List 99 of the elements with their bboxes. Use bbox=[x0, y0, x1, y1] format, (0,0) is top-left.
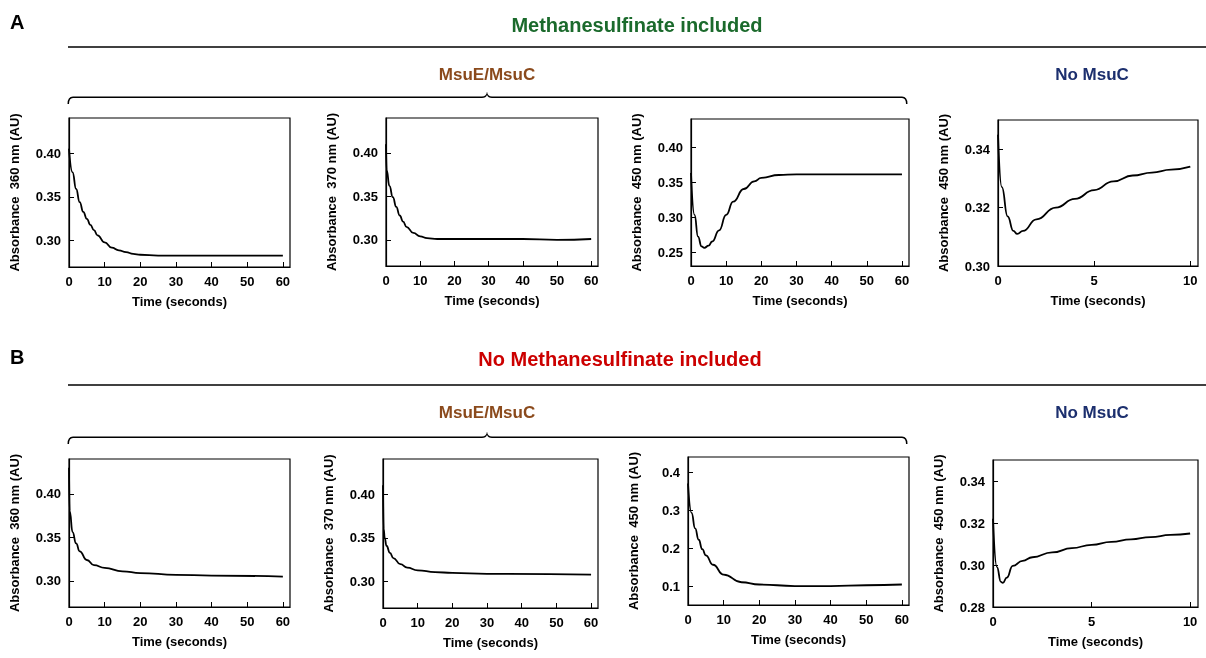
x-tick-label: 40 bbox=[515, 273, 531, 288]
y-tick-label: 0.35 bbox=[35, 529, 61, 545]
y-axis-title: Absorbance 370 nm (AU) bbox=[321, 454, 336, 613]
x-tick-label: 40 bbox=[823, 612, 838, 627]
y-tick-label: 0.40 bbox=[657, 139, 683, 155]
text: No MsuC bbox=[1055, 65, 1129, 85]
x-tick-label: 0 bbox=[687, 273, 695, 288]
x-axis-title: Time (seconds) bbox=[750, 632, 847, 647]
x-tick-label: 20 bbox=[133, 274, 148, 289]
x-tick-label: 60 bbox=[275, 614, 291, 629]
y-tick-label: 0.28 bbox=[959, 599, 985, 615]
x-tick-label: 30 bbox=[787, 612, 803, 627]
y-axis-title: Absorbance 360 nm (AU) bbox=[7, 453, 22, 613]
x-tick-label: 20 bbox=[445, 615, 460, 630]
x-axis-title: Time (seconds) bbox=[131, 634, 228, 649]
x-axis-title: Time (seconds) bbox=[131, 294, 228, 309]
x-tick-label: 50 bbox=[858, 612, 874, 627]
x-tick-label: 60 bbox=[583, 615, 599, 630]
y-tick-label: 0.30 bbox=[35, 573, 61, 589]
x-axis-title: Time (seconds) bbox=[1050, 293, 1146, 308]
y-tick-label: 0.34 bbox=[964, 141, 991, 157]
x-axis-title: Time (seconds) bbox=[752, 293, 848, 308]
x-tick-label: 30 bbox=[789, 273, 804, 288]
y-tick-label: 0.30 bbox=[964, 258, 990, 274]
x-tick-label: 10 bbox=[97, 614, 112, 629]
x-tick-label: 50 bbox=[239, 274, 255, 289]
y-tick-label: 0.2 bbox=[661, 540, 680, 556]
text: MsuE/MsuC bbox=[438, 65, 536, 85]
x-tick-label: 60 bbox=[894, 273, 910, 288]
y-tick-label: 0.25 bbox=[657, 244, 683, 260]
x-tick-label: 0 bbox=[65, 614, 73, 629]
y-tick-label: 0.40 bbox=[35, 145, 61, 161]
y-tick-label: 0.3 bbox=[661, 502, 680, 518]
text: Methanesulfinate included bbox=[511, 13, 763, 37]
x-tick-label: 0 bbox=[379, 615, 387, 630]
x-tick-label: 40 bbox=[204, 274, 219, 289]
x-tick-label: 40 bbox=[514, 615, 529, 630]
text: MsuE/MsuC bbox=[438, 403, 536, 423]
x-tick-label: 50 bbox=[859, 273, 875, 288]
x-tick-label: 40 bbox=[204, 614, 219, 629]
y-tick-label: 0.4 bbox=[661, 464, 681, 480]
x-tick-label: 0 bbox=[382, 273, 390, 288]
x-tick-label: 0 bbox=[989, 614, 997, 629]
x-axis-title: Time (seconds) bbox=[442, 635, 539, 650]
y-axis-title: Absorbance 450 nm (AU) bbox=[629, 113, 644, 272]
x-tick-label: 0 bbox=[684, 612, 692, 627]
y-tick-label: 0.30 bbox=[657, 209, 683, 225]
x-axis-title: Time (seconds) bbox=[1047, 634, 1144, 649]
text: B bbox=[10, 345, 25, 369]
y-tick-label: 0.35 bbox=[352, 188, 378, 204]
y-axis-title: Absorbance 450 nm (AU) bbox=[931, 454, 946, 613]
y-tick-label: 0.30 bbox=[35, 233, 61, 249]
x-tick-label: 60 bbox=[894, 612, 910, 627]
y-tick-label: 0.30 bbox=[352, 232, 378, 248]
y-axis-title: Absorbance 450 nm (AU) bbox=[936, 113, 951, 273]
text: A bbox=[10, 10, 25, 34]
y-tick-label: 0.1 bbox=[661, 578, 680, 594]
x-tick-label: 30 bbox=[481, 273, 496, 288]
x-tick-label: 30 bbox=[479, 615, 495, 630]
x-tick-label: 30 bbox=[168, 274, 184, 289]
x-tick-label: 10 bbox=[716, 612, 731, 627]
x-tick-label: 20 bbox=[754, 273, 769, 288]
text: No MsuC bbox=[1055, 403, 1129, 423]
x-tick-label: 10 bbox=[1183, 273, 1198, 288]
y-axis-title: Absorbance 370 nm (AU) bbox=[324, 112, 339, 272]
x-tick-label: 10 bbox=[410, 615, 425, 630]
x-tick-label: 50 bbox=[549, 615, 564, 630]
y-tick-label: 0.40 bbox=[35, 486, 61, 502]
y-axis-title: Absorbance 450 nm (AU) bbox=[626, 451, 641, 611]
y-tick-label: 0.35 bbox=[35, 189, 61, 205]
y-tick-label: 0.35 bbox=[349, 530, 375, 546]
x-tick-label: 50 bbox=[549, 273, 565, 288]
x-tick-label: 60 bbox=[583, 273, 599, 288]
y-tick-label: 0.34 bbox=[959, 473, 986, 489]
x-axis-title: Time (seconds) bbox=[444, 293, 540, 308]
x-tick-label: 30 bbox=[168, 614, 184, 629]
x-tick-label: 0 bbox=[994, 273, 1002, 288]
x-tick-label: 10 bbox=[97, 274, 112, 289]
text: No Methanesulfinate included bbox=[478, 347, 762, 371]
x-tick-label: 10 bbox=[412, 273, 428, 288]
x-tick-label: 5 bbox=[1090, 273, 1098, 288]
x-tick-label: 0 bbox=[65, 274, 73, 289]
y-tick-label: 0.40 bbox=[352, 145, 378, 161]
y-tick-label: 0.35 bbox=[657, 174, 683, 190]
y-tick-label: 0.30 bbox=[349, 574, 375, 590]
x-tick-label: 20 bbox=[447, 273, 462, 288]
y-tick-label: 0.32 bbox=[964, 200, 990, 216]
y-axis-title: Absorbance 360 nm (AU) bbox=[7, 113, 22, 272]
x-tick-label: 20 bbox=[133, 614, 148, 629]
y-tick-label: 0.40 bbox=[349, 486, 375, 502]
x-tick-label: 50 bbox=[239, 614, 255, 629]
x-tick-label: 40 bbox=[824, 273, 839, 288]
x-tick-label: 20 bbox=[752, 612, 767, 627]
y-tick-label: 0.30 bbox=[959, 557, 985, 573]
x-tick-label: 60 bbox=[275, 274, 291, 289]
x-tick-label: 10 bbox=[1182, 614, 1198, 629]
x-tick-label: 10 bbox=[718, 273, 734, 288]
x-tick-label: 5 bbox=[1087, 614, 1096, 629]
y-tick-label: 0.32 bbox=[959, 515, 985, 531]
